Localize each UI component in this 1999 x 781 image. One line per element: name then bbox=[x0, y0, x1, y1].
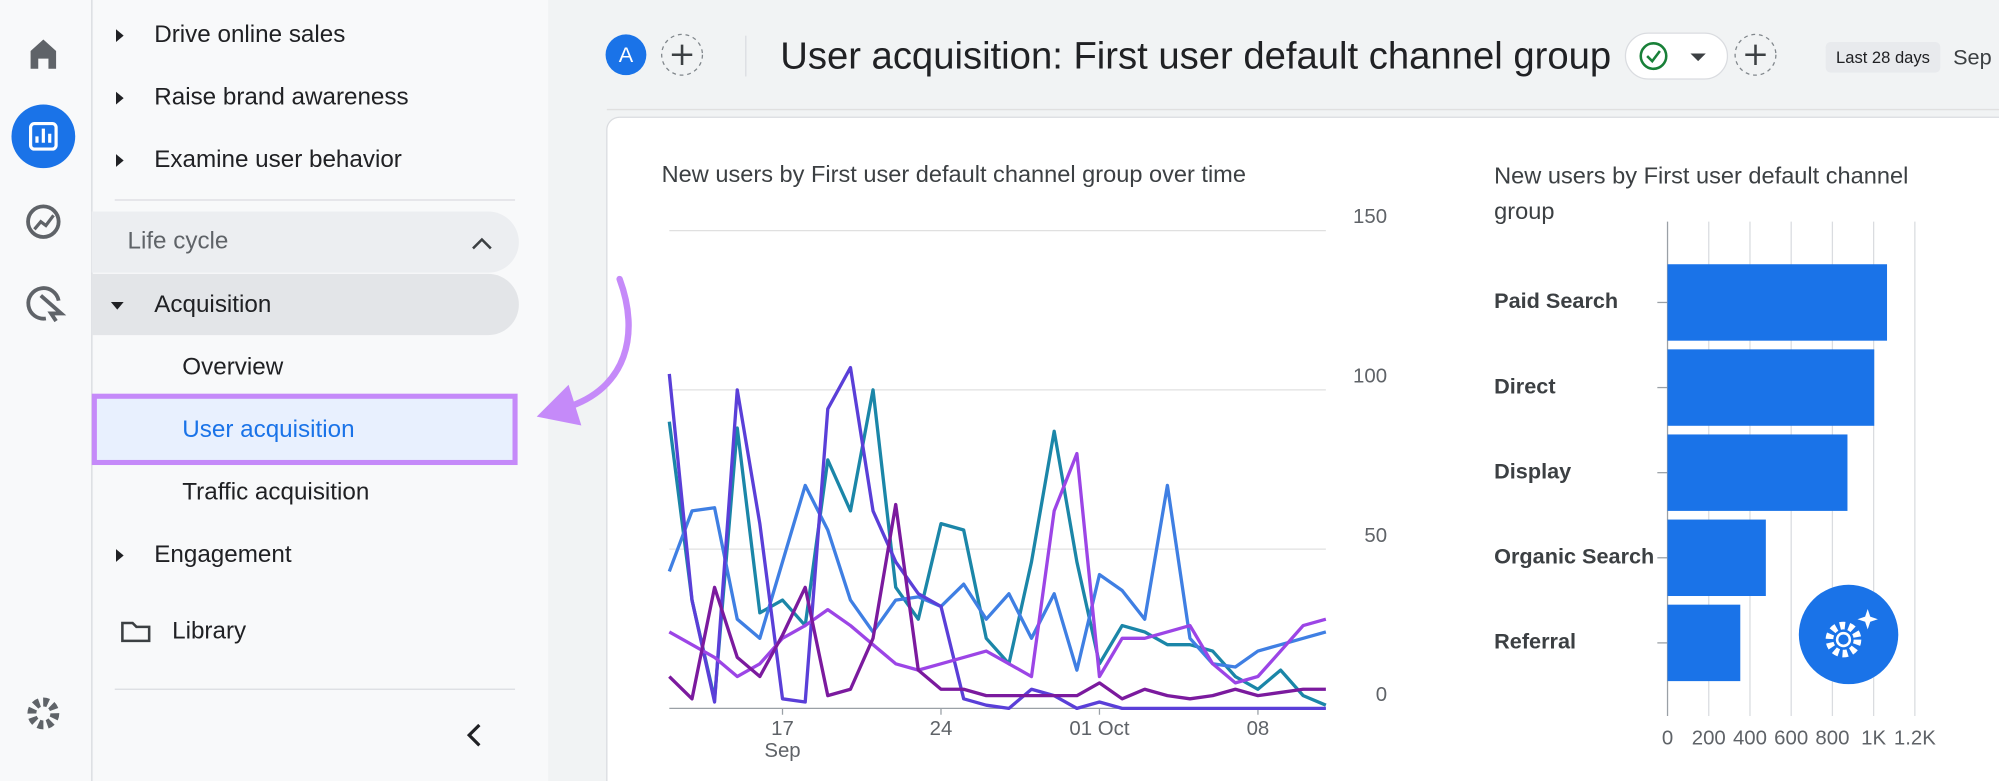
annotation-arrow bbox=[562, 275, 632, 411]
collapse-sidebar[interactable] bbox=[466, 723, 481, 747]
check-glyph bbox=[1646, 50, 1661, 64]
sidebar bbox=[93, 0, 549, 781]
bar bbox=[1667, 264, 1888, 341]
nav-item[interactable]: Examine user behavior bbox=[154, 146, 402, 173]
bar bbox=[1667, 434, 1848, 511]
series-line bbox=[667, 483, 1327, 672]
expand-caret bbox=[116, 154, 124, 167]
y-tick-label: 150 bbox=[1353, 206, 1387, 228]
x-tick-label: 24 bbox=[929, 718, 953, 741]
x-tick-label: 600 bbox=[1774, 727, 1808, 749]
x-tick-label: 800 bbox=[1815, 727, 1849, 749]
add-button[interactable] bbox=[1734, 33, 1777, 76]
explore-glyph bbox=[33, 214, 55, 231]
sparkle bbox=[1857, 609, 1878, 630]
nav-item[interactable]: Drive online sales bbox=[154, 21, 345, 48]
y-tick-label: 50 bbox=[1364, 525, 1387, 547]
nav-subitem[interactable]: Traffic acquisition bbox=[182, 478, 369, 505]
advertising-icon[interactable] bbox=[26, 286, 61, 321]
series-line bbox=[667, 388, 1327, 707]
section-label: Life cycle bbox=[127, 227, 228, 254]
home-icon[interactable] bbox=[30, 39, 57, 69]
expand-caret bbox=[116, 549, 124, 562]
x-tick-label: 400 bbox=[1733, 727, 1767, 749]
selected-row[interactable] bbox=[91, 393, 518, 466]
reports-glyph bbox=[29, 121, 58, 151]
bar bbox=[1667, 519, 1766, 597]
nav-group[interactable]: Acquisition bbox=[154, 291, 271, 318]
settings-icon[interactable] bbox=[27, 697, 60, 730]
check-icon bbox=[1639, 42, 1668, 71]
y-tick-label: 0 bbox=[1376, 684, 1387, 706]
expand-caret bbox=[110, 301, 124, 310]
nav-subitem-selected[interactable]: User acquisition bbox=[182, 416, 354, 443]
date-pill[interactable] bbox=[1825, 42, 1941, 73]
explore-icon[interactable] bbox=[26, 204, 61, 239]
x-tick-label: 200 bbox=[1692, 727, 1726, 749]
y-tick-label: 100 bbox=[1353, 366, 1387, 388]
dropdown-caret bbox=[1690, 53, 1706, 62]
chart-title: New users by First user default channel … bbox=[662, 161, 1246, 187]
plus bbox=[671, 44, 693, 65]
settings-glyph bbox=[38, 708, 49, 719]
series-line bbox=[668, 502, 1326, 701]
advertising-glyph bbox=[39, 294, 67, 323]
y-tick-label: Direct bbox=[1494, 373, 1555, 398]
x-tick-label: 08 bbox=[1246, 718, 1270, 741]
x-tick-label: 17 Sep bbox=[764, 718, 801, 762]
fab-glyph bbox=[1825, 621, 1862, 658]
y-tick-label: Referral bbox=[1494, 629, 1576, 654]
collapse-chevron[interactable] bbox=[472, 237, 492, 250]
expand-caret bbox=[116, 91, 124, 105]
bar bbox=[1667, 604, 1741, 682]
reports-glyph bbox=[35, 128, 52, 143]
series-line bbox=[667, 365, 1326, 711]
expand-caret bbox=[116, 29, 124, 43]
group-row[interactable] bbox=[91, 273, 519, 336]
x-tick-label: 1K bbox=[1861, 727, 1886, 749]
section-row[interactable] bbox=[91, 211, 519, 273]
x-tick-label: 1.2K bbox=[1894, 727, 1936, 749]
bar bbox=[1667, 349, 1875, 426]
charts: 0 50 100 150 0 200 400 600 800 1K 1.2K Paid Search D… bbox=[667, 206, 1936, 749]
x-tick-label: 0 bbox=[1662, 727, 1673, 749]
y-tick-label: Organic Search bbox=[1494, 544, 1654, 569]
nav-item[interactable]: Library bbox=[172, 617, 247, 644]
date-range[interactable]: Last 28 days bbox=[1836, 48, 1930, 67]
avatar-letter: A bbox=[619, 42, 634, 67]
y-tick-label: Display bbox=[1494, 458, 1571, 483]
folder-icon bbox=[121, 621, 151, 643]
nav-item[interactable]: Engagement bbox=[154, 541, 292, 568]
y-tick-label: Paid Search bbox=[1494, 288, 1618, 313]
date-start[interactable]: Sep bbox=[1953, 44, 1992, 69]
page-title: User acquisition: First user default cha… bbox=[780, 35, 1611, 78]
card bbox=[606, 116, 1999, 781]
fab-glyph bbox=[1835, 631, 1852, 648]
add-comparison[interactable] bbox=[661, 33, 704, 76]
arrow-head bbox=[536, 384, 582, 426]
chart-title: New users by First user default channel … bbox=[1494, 161, 1909, 225]
x-tick-label: 01 Oct bbox=[1069, 718, 1130, 741]
plus bbox=[1745, 44, 1766, 65]
nav-item[interactable]: Raise brand awareness bbox=[154, 83, 408, 110]
avatar[interactable] bbox=[605, 34, 647, 76]
nav-subitem[interactable]: Overview bbox=[182, 354, 283, 381]
